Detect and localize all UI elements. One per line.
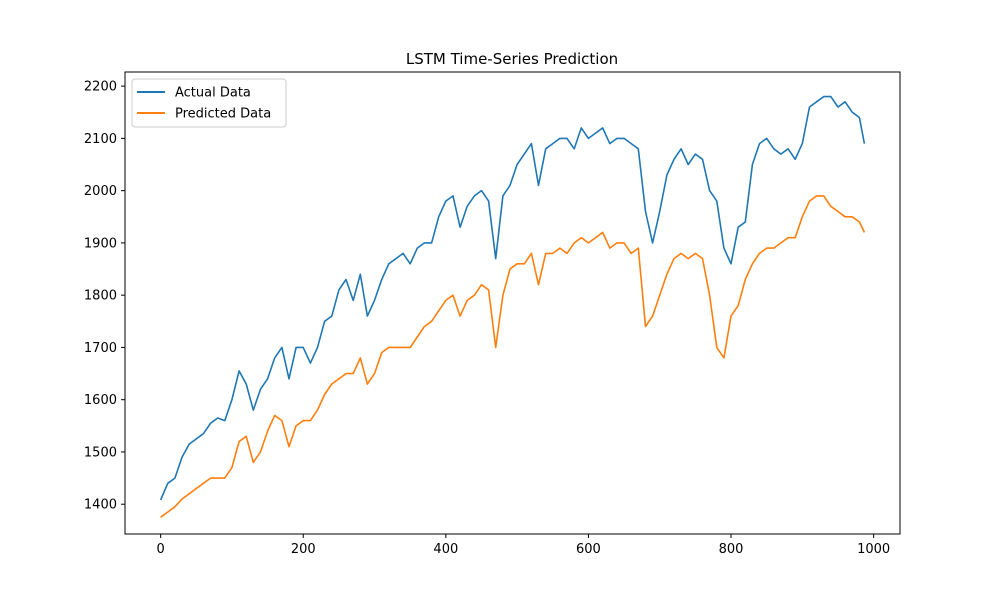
y-tick-label: 1400 xyxy=(84,498,117,513)
y-tick-label: 1800 xyxy=(84,289,117,304)
y-tick-label: 1600 xyxy=(84,393,117,408)
legend: Actual Data Predicted Data xyxy=(131,78,287,128)
y-tick-label: 1700 xyxy=(84,341,117,356)
plot-area: 0 200 400 600 800 1000 1400 1500 1600 1700 1800 190… xyxy=(84,71,901,557)
chart-title: LSTM Time-Series Prediction xyxy=(406,50,618,68)
x-tick-label: 600 xyxy=(576,542,601,557)
y-tick-label: 2100 xyxy=(84,132,117,147)
y-tick-label: 2000 xyxy=(84,184,117,199)
x-tick-label: 800 xyxy=(719,542,744,557)
series-line-2 xyxy=(160,195,866,518)
legend-label-1: Actual Data xyxy=(175,86,251,101)
x-tick-label: 0 xyxy=(157,542,165,557)
legend-label-2: Predicted Data xyxy=(175,107,271,122)
y-tick-label: 1500 xyxy=(84,445,117,460)
legend-box xyxy=(131,78,287,128)
axes-frame xyxy=(124,71,901,535)
x-tick-label: 1000 xyxy=(857,542,890,557)
series-line-1 xyxy=(159,95,866,501)
y-tick-label: 2200 xyxy=(84,80,117,95)
y-tick-label: 1900 xyxy=(84,236,117,251)
x-tick-label: 200 xyxy=(291,542,316,557)
x-tick-label: 400 xyxy=(433,542,458,557)
